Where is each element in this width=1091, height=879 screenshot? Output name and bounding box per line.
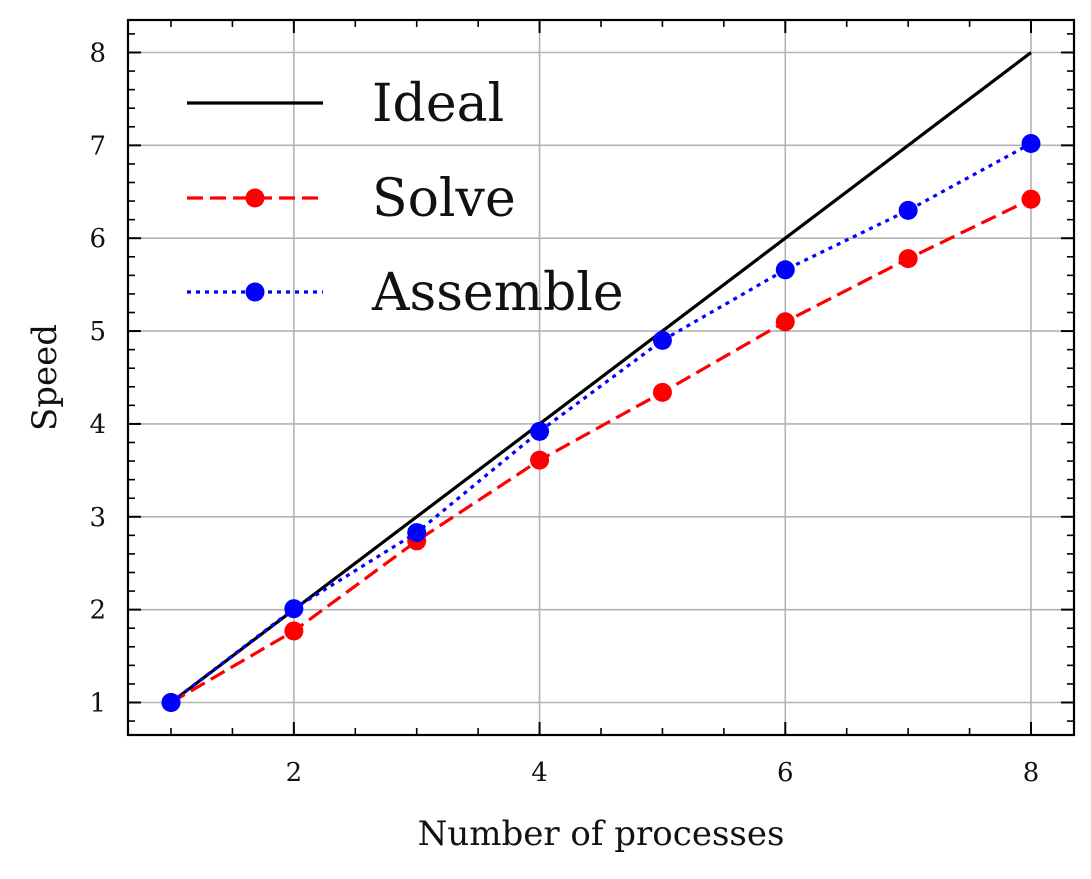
y-tick-label: 5 (89, 317, 106, 347)
data-point-assemble (284, 599, 304, 619)
x-tick-label: 6 (777, 758, 794, 788)
data-point-assemble (407, 523, 427, 543)
data-point-assemble (775, 260, 795, 280)
y-tick-label: 2 (89, 596, 106, 626)
legend-marker-solve (245, 188, 265, 208)
data-point-assemble (1021, 134, 1041, 153)
data-point-assemble (898, 200, 918, 220)
legend: Ideal Solve Assemble (187, 74, 624, 323)
series-lines (161, 51, 1041, 712)
data-point-assemble (652, 330, 672, 350)
data-point-solve (530, 450, 550, 470)
data-point-solve (1021, 189, 1041, 209)
axis-ticks: 2 4 6 8 1 2 3 4 5 6 7 8 (89, 20, 1074, 788)
y-tick-label: 4 (89, 410, 106, 440)
series-line-solve (170, 197, 1032, 704)
y-tick-label: 3 (89, 503, 106, 533)
legend-marker-assemble (245, 282, 265, 302)
legend-label-assemble: Assemble (371, 263, 624, 323)
y-axis-label: Speed (25, 324, 65, 431)
data-point-solve (898, 249, 918, 269)
y-tick-label: 1 (89, 689, 106, 719)
series-line-assemble (170, 142, 1032, 704)
legend-label-solve: Solve (372, 169, 516, 229)
x-tick-label: 2 (286, 758, 303, 788)
data-point-solve (652, 382, 672, 402)
plot-frame (126, 18, 1076, 737)
series-line-ideal (170, 51, 1032, 704)
legend-label-ideal: Ideal (372, 74, 504, 134)
x-tick-label: 8 (1023, 758, 1040, 788)
series-assemble (161, 134, 1041, 712)
series-ideal (170, 51, 1032, 704)
y-tick-label: 8 (89, 39, 106, 69)
x-axis-label: Number of processes (418, 814, 785, 854)
x-tick-label: 4 (531, 758, 548, 788)
y-tick-label: 6 (89, 224, 106, 254)
y-tick-label: 7 (89, 131, 106, 161)
data-point-solve (775, 312, 795, 332)
data-point-solve (284, 621, 304, 641)
data-point-assemble (530, 421, 550, 441)
data-point-assemble (161, 693, 181, 712)
